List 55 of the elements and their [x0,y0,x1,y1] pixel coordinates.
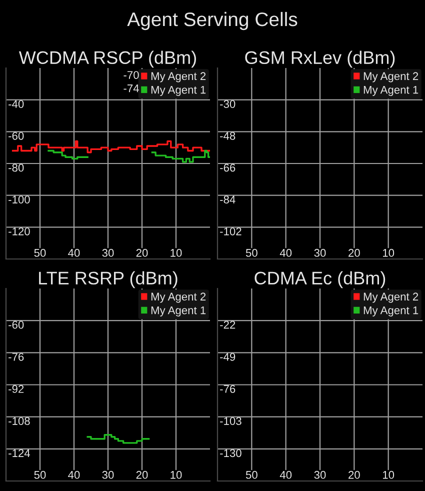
y-tick-label: -120 [8,227,30,236]
x-tick-label: 20 [136,248,148,257]
x-tick-label: 30 [102,470,114,479]
y-tick-label: -40 [8,100,24,108]
legend-label: My Agent 1 [364,306,418,316]
y-tick-label: -48 [220,132,236,140]
x-tick-label: 10 [383,470,394,479]
y-tick-label: -102 [220,227,242,236]
legend-label: My Agent 1 [151,306,206,316]
x-tick-label: 30 [314,248,326,257]
x-tick-label: 10 [170,470,182,479]
y-tick-label: -60 [8,132,24,140]
y-tick-label: -30 [220,100,236,108]
x-tick-label: 30 [102,248,114,257]
y-tick-label: -22 [220,320,236,329]
y-tick-label: -108 [8,417,30,425]
x-tick-label: 10 [170,248,182,257]
y-tick-label: -84 [220,196,236,204]
x-tick-label: 20 [136,470,148,479]
x-tick-label: 20 [348,470,360,479]
x-tick-label: 50 [34,470,46,479]
y-tick-label: -100 [8,196,30,204]
chart-title: GSM RxLev (dBm) [245,50,395,68]
legend-label: My Agent 2 [151,72,206,82]
y-tick-label: -76 [220,385,236,393]
annotation: -70 [124,71,139,79]
y-tick-label: -80 [8,164,24,172]
legend-label: My Agent 2 [364,72,418,82]
y-tick-label: -49 [220,352,236,361]
x-tick-label: 50 [246,470,258,479]
y-tick-label: -124 [8,449,30,457]
x-tick-label: 40 [68,248,80,257]
annotation: -74 [124,84,139,92]
x-tick-label: 30 [314,470,326,479]
y-tick-label: -66 [220,164,236,172]
x-tick-label: 40 [280,248,292,257]
y-tick-label: -60 [8,320,24,329]
y-tick-label: -103 [220,417,242,425]
chart-title: LTE RSRP (dBm) [39,271,178,288]
chart-title: WCDMA RSCP (dBm) [18,50,196,68]
x-tick-label: 20 [348,248,360,257]
text: Agent Serving Cells [127,12,298,30]
legend-label: My Agent 2 [151,292,206,303]
x-tick-label: 50 [34,248,46,257]
x-tick-label: 10 [383,248,394,257]
x-tick-label: 50 [246,248,258,257]
chart-title: CDMA Ec (dBm) [254,271,386,288]
legend-label: My Agent 2 [364,292,418,303]
x-tick-label: 40 [280,470,292,479]
x-tick-label: 40 [68,470,80,479]
y-tick-label: -130 [220,449,242,458]
legend-label: My Agent 1 [364,86,418,96]
y-tick-label: -92 [8,385,24,393]
legend-label: My Agent 1 [151,86,206,96]
y-tick-label: -76 [8,352,24,361]
